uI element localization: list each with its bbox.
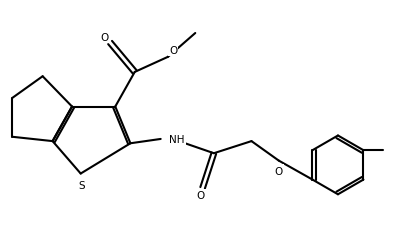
Text: NH: NH [169,134,184,144]
Text: O: O [169,46,177,56]
Text: O: O [274,166,282,176]
Text: S: S [78,181,85,191]
Text: O: O [100,32,108,42]
Text: O: O [196,190,204,200]
